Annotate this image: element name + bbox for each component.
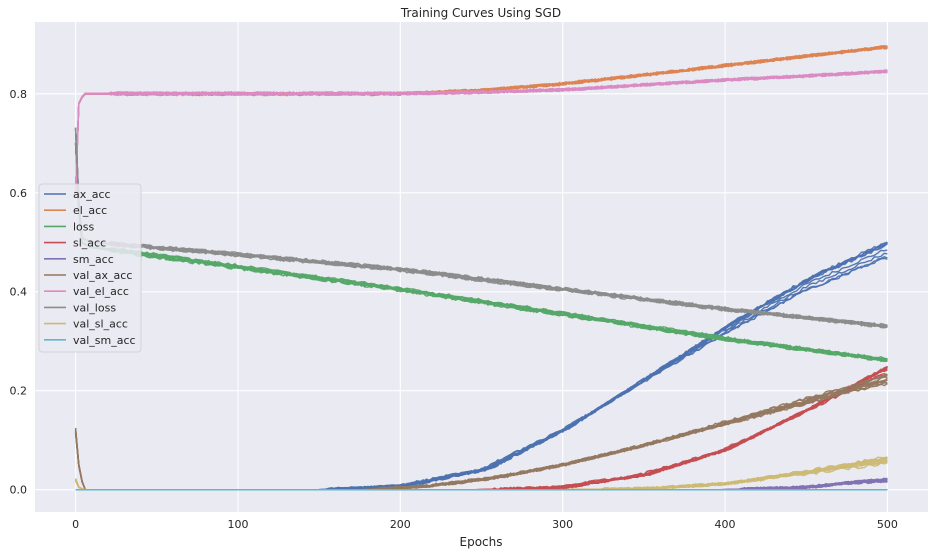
series-run-line <box>74 69 888 193</box>
y-tick-label: 0.0 <box>10 484 28 497</box>
plot-background <box>35 22 928 512</box>
legend-label: ax_acc <box>73 188 111 201</box>
series-loss <box>74 142 888 363</box>
legend-label: val_ax_acc <box>73 269 132 282</box>
x-tick-label: 0 <box>72 518 79 531</box>
y-tick-label: 0.8 <box>10 88 28 101</box>
series-run-line <box>74 127 888 327</box>
y-tick-labels: 0.0 0.2 0.4 0.6 0.8 <box>10 88 28 497</box>
x-tick-label: 300 <box>552 518 573 531</box>
series-val-el-acc <box>74 69 888 193</box>
legend-label: el_acc <box>73 204 107 217</box>
y-tick-label: 0.2 <box>10 385 28 398</box>
x-tick-label: 200 <box>390 518 411 531</box>
legend-label: val_sm_acc <box>73 334 136 347</box>
x-tick-label: 100 <box>227 518 248 531</box>
series-run-line <box>74 143 888 361</box>
legend-label: sm_acc <box>73 253 114 266</box>
legend-label: sl_acc <box>73 237 106 250</box>
x-tick-label: 400 <box>715 518 736 531</box>
x-tick-label: 500 <box>877 518 898 531</box>
x-axis-label: Epochs <box>460 535 503 549</box>
series-val-loss <box>74 127 888 329</box>
legend-label: val_el_acc <box>73 285 129 298</box>
legend-label: val_sl_acc <box>73 318 128 331</box>
chart-title: Training Curves Using SGD <box>400 6 561 20</box>
y-tick-label: 0.4 <box>10 286 28 299</box>
series-lines <box>74 44 888 491</box>
x-tick-labels: 0 100 200 300 400 500 <box>72 518 898 531</box>
legend-label: val_loss <box>73 301 116 314</box>
y-tick-label: 0.6 <box>10 187 28 200</box>
legend-label: loss <box>73 220 95 233</box>
